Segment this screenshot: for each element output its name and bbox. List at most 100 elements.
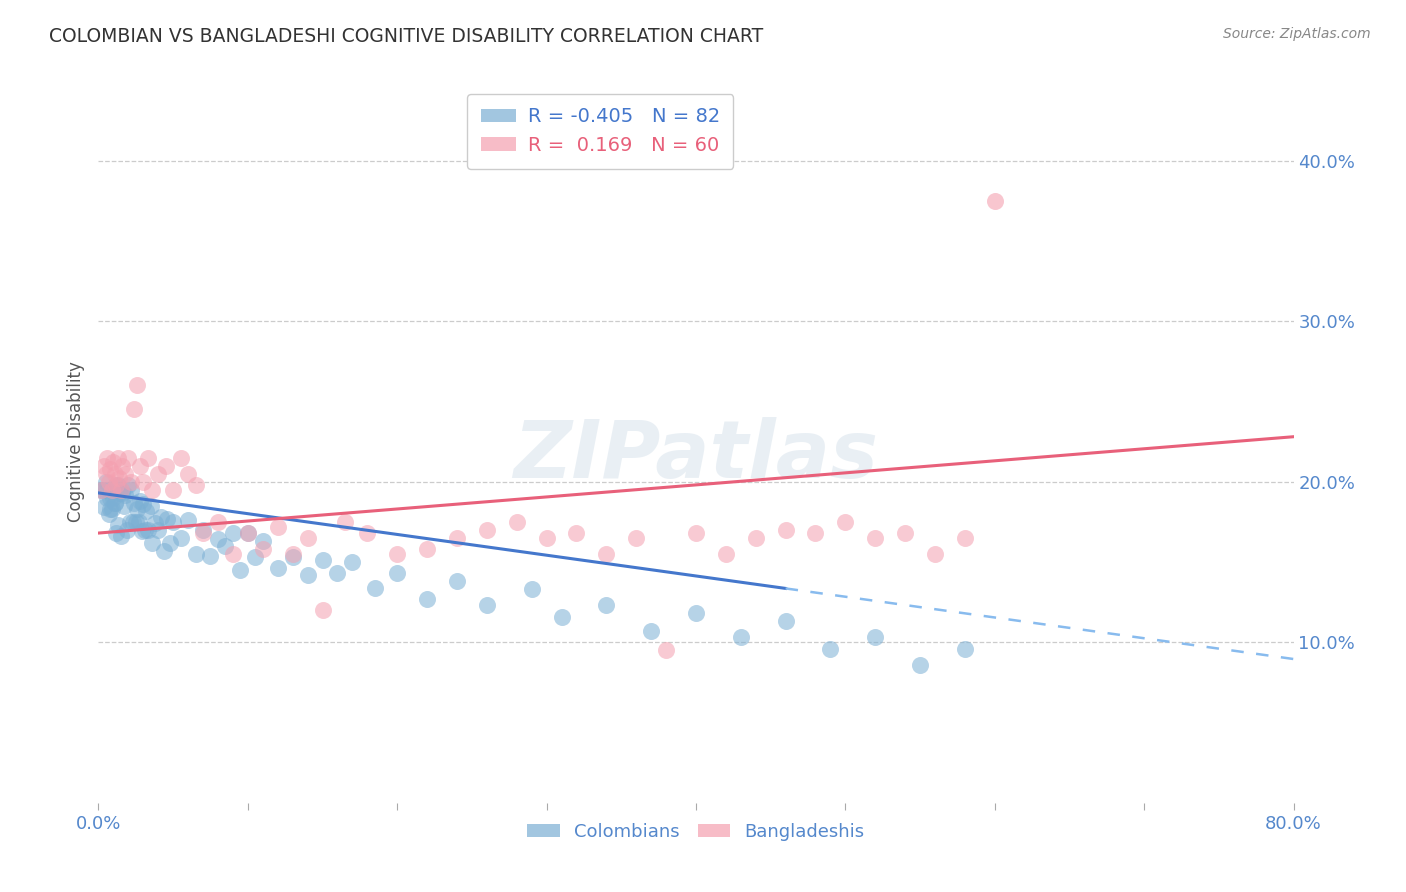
Point <box>446 531 468 545</box>
Point <box>110 529 132 543</box>
Point <box>132 475 155 489</box>
Point <box>200 549 222 563</box>
Point <box>97 475 120 489</box>
Point <box>775 615 797 629</box>
Point <box>136 523 159 537</box>
Y-axis label: Cognitive Disability: Cognitive Disability <box>66 361 84 522</box>
Point <box>894 526 917 541</box>
Point <box>101 483 124 497</box>
Point <box>94 467 117 481</box>
Point <box>121 515 143 529</box>
Point <box>110 483 132 497</box>
Point <box>953 641 976 656</box>
Point <box>214 539 236 553</box>
Point <box>655 643 678 657</box>
Point <box>105 526 128 541</box>
Point <box>595 547 617 561</box>
Point <box>475 599 498 613</box>
Point <box>446 574 468 589</box>
Point <box>775 523 797 537</box>
Point <box>108 486 131 500</box>
Point <box>229 563 252 577</box>
Point <box>267 519 290 533</box>
Point <box>107 518 129 533</box>
Point <box>97 507 120 521</box>
Point <box>104 495 127 509</box>
Point <box>162 483 184 497</box>
Point <box>120 475 142 489</box>
Point <box>222 526 245 541</box>
Point <box>184 478 207 492</box>
Point <box>177 467 200 481</box>
Point <box>520 582 543 597</box>
Point <box>685 607 707 621</box>
Point <box>141 483 163 497</box>
Point <box>326 566 349 581</box>
Point <box>984 194 1007 208</box>
Point <box>90 483 112 497</box>
Point <box>148 467 170 481</box>
Point <box>136 450 159 465</box>
Point <box>128 515 150 529</box>
Point <box>169 531 191 545</box>
Point <box>385 547 409 561</box>
Point <box>94 483 117 497</box>
Point <box>356 526 378 541</box>
Point <box>640 624 662 638</box>
Point <box>98 502 122 516</box>
Point <box>131 524 153 539</box>
Point <box>117 478 139 492</box>
Point <box>139 499 162 513</box>
Point <box>96 491 118 505</box>
Point <box>924 547 946 561</box>
Point <box>134 523 156 537</box>
Point <box>820 641 842 656</box>
Point <box>148 523 170 537</box>
Point <box>93 500 115 515</box>
Point <box>107 478 129 492</box>
Point <box>153 543 176 558</box>
Point <box>94 475 117 489</box>
Point <box>191 523 214 537</box>
Point <box>111 458 134 473</box>
Point <box>129 494 152 508</box>
Point <box>98 462 122 476</box>
Point <box>103 491 125 505</box>
Legend: Colombians, Bangladeshis: Colombians, Bangladeshis <box>520 815 872 848</box>
Point <box>117 450 139 465</box>
Text: Source: ZipAtlas.com: Source: ZipAtlas.com <box>1223 27 1371 41</box>
Point <box>184 547 207 561</box>
Point <box>385 566 409 581</box>
Point <box>98 491 122 505</box>
Point <box>953 531 976 545</box>
Point <box>745 531 768 545</box>
Point <box>565 526 588 541</box>
Point <box>297 531 319 545</box>
Point <box>103 455 125 469</box>
Point <box>342 555 364 569</box>
Point <box>115 523 138 537</box>
Point <box>804 526 827 541</box>
Point <box>105 478 128 492</box>
Point <box>536 531 558 545</box>
Point <box>159 535 181 549</box>
Point <box>107 450 129 465</box>
Point <box>222 547 245 561</box>
Point <box>626 531 648 545</box>
Point <box>236 526 259 541</box>
Point <box>252 542 274 557</box>
Point <box>135 503 157 517</box>
Point <box>311 553 333 567</box>
Point <box>834 515 856 529</box>
Point <box>475 523 498 537</box>
Point <box>112 499 135 513</box>
Point <box>91 483 114 497</box>
Point <box>150 510 173 524</box>
Point <box>143 516 166 531</box>
Point <box>114 467 136 481</box>
Point <box>595 599 617 613</box>
Point <box>550 609 572 624</box>
Point <box>714 547 737 561</box>
Point <box>110 483 132 497</box>
Text: ZIPatlas: ZIPatlas <box>513 417 879 495</box>
